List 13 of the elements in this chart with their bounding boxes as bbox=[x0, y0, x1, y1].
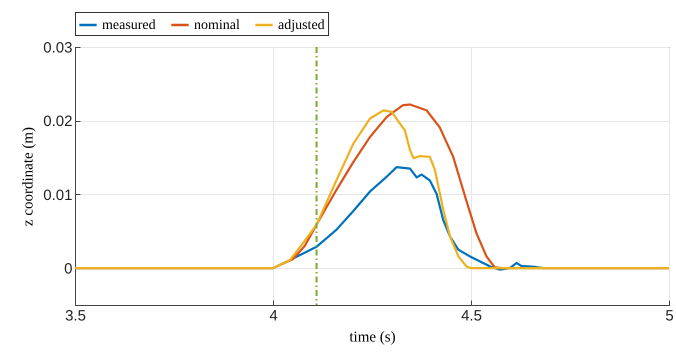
x-tick-label: 4.5 bbox=[461, 308, 482, 324]
y-axis-title: z coordinate (m) bbox=[20, 126, 36, 226]
legend-label: measured bbox=[102, 18, 156, 33]
x-tick-label: 3.5 bbox=[65, 308, 86, 324]
legend-label: nominal bbox=[194, 18, 240, 33]
y-tick-label: 0.01 bbox=[43, 186, 72, 204]
legend-label: adjusted bbox=[278, 18, 325, 33]
x-tick-label: 4 bbox=[269, 308, 278, 324]
y-tick-label: 0.03 bbox=[43, 40, 72, 56]
x-axis-title: time (s) bbox=[349, 330, 396, 346]
y-tick-label: 0.02 bbox=[43, 113, 72, 130]
y-tick-label: 0 bbox=[64, 260, 72, 278]
x-tick-label: 5 bbox=[665, 308, 674, 324]
